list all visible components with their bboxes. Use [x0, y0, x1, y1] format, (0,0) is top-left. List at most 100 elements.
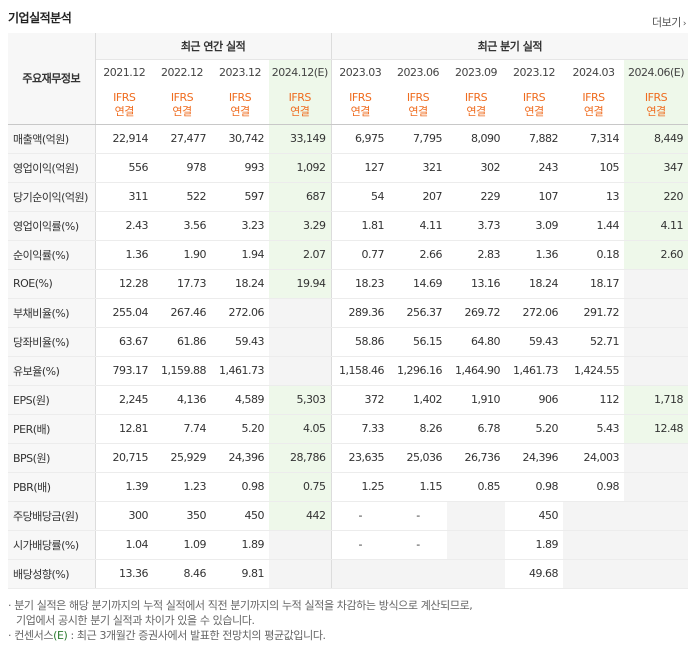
table-cell: [563, 530, 625, 560]
table-cell: 300: [95, 500, 153, 531]
table-cell: 28,786: [269, 443, 332, 473]
table-cell: 112: [563, 384, 625, 415]
row-label: 당기순이익(억원): [8, 182, 96, 212]
table-cell: -: [389, 530, 448, 560]
basis-ifrs: IFRS: [228, 90, 252, 104]
table-cell: 311: [95, 182, 153, 212]
table-cell: 105: [563, 153, 625, 183]
basis-ifrs: IFRS: [464, 90, 488, 104]
table-cell: 3.09: [505, 210, 564, 241]
period-header-row: 2021.12 2022.12 2023.12 2024.12(E) 2023.03 20…: [8, 59, 689, 86]
table-cell: 52.71: [563, 327, 625, 357]
table-row: BPS(원) 20,715 25,929 24,396 28,786 23,635 25,0…: [8, 443, 689, 473]
table-cell: 3.23: [211, 210, 269, 241]
table-cell: 350: [153, 500, 211, 531]
table-cell: 19.94: [269, 269, 332, 299]
table-cell: 2,245: [95, 384, 153, 415]
basis-header: IFRS 연결: [624, 86, 689, 125]
table-cell: 8,090: [447, 124, 506, 154]
table-cell: 255.04: [95, 298, 153, 328]
table-cell: 0.18: [563, 240, 625, 270]
table-cell: 978: [153, 153, 211, 183]
table-cell: 5.20: [211, 414, 269, 444]
period-header: 2021.12: [103, 66, 146, 80]
table-cell: 1,461.73: [505, 356, 564, 386]
basis-header-row: IFRS 연결 IFRS 연결 IFRS 연결 IFRS 연결 IFRS 연결 IFRS 연결 IFRS…: [8, 86, 689, 125]
table-cell: 1,158.46: [330, 356, 390, 386]
table-cell: 272.06: [505, 298, 564, 328]
row-label: BPS(원): [8, 443, 96, 473]
table-cell: 7.74: [153, 414, 211, 444]
note-consensus-prefix: · 컨센서스: [8, 629, 54, 642]
table-cell: [269, 298, 332, 328]
basis-header: IFRS 연결: [330, 86, 390, 125]
table-row: 시가배당률(%) 1.04 1.09 1.89- -1.89: [8, 530, 689, 560]
table-cell: [624, 472, 689, 502]
table-cell: 207: [389, 182, 448, 212]
table-cell: 9.81: [211, 559, 269, 589]
table-cell: 289.36: [330, 298, 390, 328]
note-consensus: · 컨센서스(E) : 최근 3개월간 증권사에서 발표한 전망치의 평균값입니…: [8, 628, 688, 643]
table-cell: 1.44: [563, 210, 625, 241]
table-cell: 24,003: [563, 443, 625, 473]
table-cell: 6.78: [447, 414, 506, 444]
table-row: 당좌비율(%) 63.67 61.86 59.43 58.86 56.15 64.80 59.…: [8, 327, 689, 357]
table-cell: 61.86: [153, 327, 211, 357]
period-header: 2022.12: [161, 66, 204, 80]
table-cell: 13: [563, 182, 625, 212]
basis-header: IFRS 연결: [505, 86, 564, 125]
table-cell: 26,736: [447, 443, 506, 473]
table-cell: 1,402: [389, 384, 448, 415]
table-cell: 25,036: [389, 443, 448, 473]
table-row: ROE(%) 12.28 17.73 18.24 19.94 18.23 14.69 13.1…: [8, 269, 689, 299]
table-cell: 993: [211, 153, 269, 183]
table-cell: 14.69: [389, 269, 448, 299]
table-row: EPS(원) 2,245 4,136 4,589 5,303 372 1,402 1,910 9…: [8, 384, 689, 415]
table-cell: 30,742: [211, 124, 269, 154]
table-cell: 2.60: [624, 240, 689, 270]
table-cell: [447, 559, 506, 589]
table-cell: 63.67: [95, 327, 153, 357]
table-cell: 7,795: [389, 124, 448, 154]
quarter-group-header: 최근 분기 실적: [330, 33, 689, 60]
table-cell: 3.29: [269, 210, 332, 241]
table-cell: 372: [330, 384, 390, 415]
table-cell: 1.36: [95, 240, 153, 270]
table-row: 유보율(%) 793.17 1,159.88 1,461.73 1,158.46 1,29…: [8, 356, 689, 386]
basis-consolidated: 연결: [646, 104, 666, 118]
table-cell: 1.23: [153, 472, 211, 502]
table-cell: 0.77: [330, 240, 390, 270]
table-cell: [624, 298, 689, 328]
table-cell: 1,424.55: [563, 356, 625, 386]
table-cell: 18.17: [563, 269, 625, 299]
table-cell: 8.46: [153, 559, 211, 589]
period-header: 2023.09: [455, 66, 498, 80]
table-cell: 269.72: [447, 298, 506, 328]
table-cell: 0.98: [563, 472, 625, 502]
table-row: 영업이익(억원) 556 978 993 1,092 127 321 302 243 105 347: [8, 153, 689, 183]
basis-consolidated: 연결: [583, 104, 604, 118]
table-cell: 49.68: [505, 559, 564, 589]
basis-ifrs: IFRS: [113, 90, 136, 104]
table-cell: 17.73: [153, 269, 211, 299]
table-cell: [624, 559, 689, 589]
table-cell: 54: [330, 182, 390, 212]
table-cell: 1.09: [153, 530, 211, 560]
table-cell: 107: [505, 182, 564, 212]
table-cell: 13.36: [95, 559, 153, 589]
table-cell: [330, 559, 390, 589]
table-cell: 24,396: [211, 443, 269, 473]
basis-header: IFRS 연결: [269, 86, 332, 125]
table-cell: [447, 530, 506, 560]
table-cell: [447, 500, 506, 531]
table-cell: -: [389, 500, 448, 531]
row-label: 순이익률(%): [8, 240, 96, 270]
more-link[interactable]: 더보기 ›: [652, 14, 687, 30]
basis-consolidated: 연결: [230, 104, 250, 118]
table-cell: 8.26: [389, 414, 448, 444]
section-title: 기업실적분석: [8, 11, 72, 25]
basis-consolidated: 연결: [172, 104, 192, 118]
table-cell: 1,092: [269, 153, 332, 183]
table-cell: 23,635: [330, 443, 390, 473]
period-header: 2023.12: [219, 66, 262, 80]
